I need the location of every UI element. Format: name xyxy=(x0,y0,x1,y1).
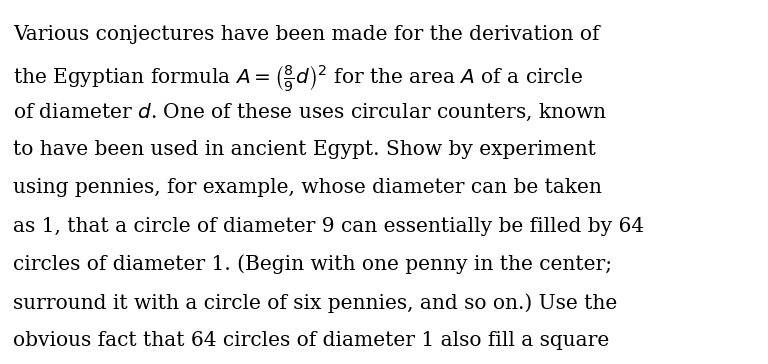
Text: of diameter $d$. One of these uses circular counters, known: of diameter $d$. One of these uses circu… xyxy=(13,102,607,123)
Text: as 1, that a circle of diameter 9 can essentially be filled by 64: as 1, that a circle of diameter 9 can es… xyxy=(13,217,644,236)
Text: obvious fact that 64 circles of diameter 1 also fill a square: obvious fact that 64 circles of diameter… xyxy=(13,331,609,350)
Text: the Egyptian formula $A = \left(\frac{8}{9}d\right)^2$ for the area $A$ of a cir: the Egyptian formula $A = \left(\frac{8}… xyxy=(13,64,583,94)
Text: surround it with a circle of six pennies, and so on.) Use the: surround it with a circle of six pennies… xyxy=(13,293,617,313)
Text: using pennies, for example, whose diameter can be taken: using pennies, for example, whose diamet… xyxy=(13,178,602,197)
Text: to have been used in ancient Egypt. Show by experiment: to have been used in ancient Egypt. Show… xyxy=(13,140,596,159)
Text: Various conjectures have been made for the derivation of: Various conjectures have been made for t… xyxy=(13,25,600,44)
Text: circles of diameter 1. (Begin with one penny in the center;: circles of diameter 1. (Begin with one p… xyxy=(13,255,612,274)
